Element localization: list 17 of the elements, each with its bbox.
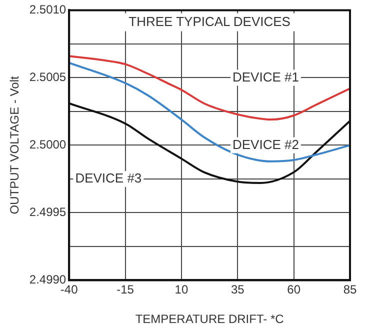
y-tick-label: 2.5005 bbox=[29, 70, 66, 84]
x-tick-label: 60 bbox=[287, 282, 301, 297]
x-tick-label: -15 bbox=[116, 282, 134, 297]
y-tick-label: 2.5010 bbox=[29, 2, 66, 17]
series-label: DEVICE #2 bbox=[232, 136, 299, 152]
annotation: THREE TYPICAL DEVICES bbox=[128, 14, 291, 29]
x-axis-title: TEMPERATURE DRIFT- *C bbox=[135, 312, 284, 326]
line-series bbox=[69, 62, 350, 162]
x-tick-label: 35 bbox=[230, 282, 245, 297]
x-tick-label: 10 bbox=[174, 282, 188, 297]
y-tick-label: 2.5000 bbox=[29, 138, 66, 152]
y-tick-label: 2.4995 bbox=[29, 205, 66, 220]
text: DEVICE #3 bbox=[75, 170, 142, 186]
text: DEVICE #1 bbox=[232, 69, 299, 84]
line-series bbox=[69, 55, 350, 121]
x-tick-label: 85 bbox=[343, 282, 357, 297]
y-axis-title: OUTPUT VOLTAGE - Volt bbox=[8, 76, 22, 214]
